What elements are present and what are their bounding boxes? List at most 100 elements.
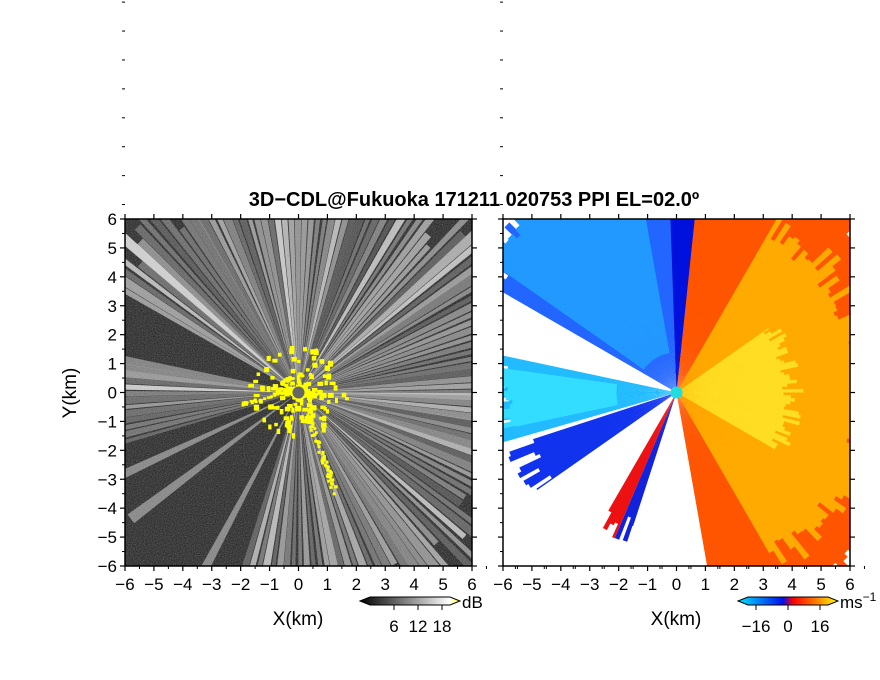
reflectivity-ray (298, 392, 472, 566)
reflectivity-high-cell (321, 457, 325, 461)
x-tick-label: 0 (672, 575, 681, 594)
velocity-negative-sector (504, 239, 648, 367)
y-tick-label: −6 (98, 557, 117, 576)
x-tick-label: −5 (144, 575, 163, 594)
reflectivity-high-cell (310, 413, 316, 419)
reflectivity-ray (298, 392, 428, 566)
reflectivity-ray (298, 392, 472, 428)
velocity-positive-sector (676, 392, 824, 522)
reflectivity-high-cell (309, 425, 313, 429)
y-tick-label: 5 (108, 239, 117, 258)
reflectivity-ray (298, 349, 472, 393)
velocity-negative-sector (517, 392, 677, 479)
velocity-positive-sector (676, 392, 810, 560)
velocity-positive-sector (676, 392, 822, 542)
reflectivity-ray (298, 376, 472, 393)
velocity-x-ticks: −6 −5 −4 −3 −2 −1 0 1 2 3 4 5 6 (493, 214, 865, 594)
reflectivity-ray (298, 319, 472, 393)
velocity-y-ticks (498, 1, 855, 567)
reflectivity-ray (298, 392, 472, 473)
reflectivity-ray (298, 392, 310, 566)
reflectivity-high-cell (305, 391, 311, 396)
reflectivity-high-cell (290, 345, 295, 350)
reflectivity-ray (257, 392, 299, 566)
x-tick-label: 6 (845, 575, 854, 594)
reflectivity-ray (201, 392, 299, 566)
reflectivity-ray (298, 392, 352, 566)
reflectivity-high-cell (327, 479, 331, 483)
reflectivity-ray (134, 224, 299, 393)
reflectivity-ray (125, 276, 299, 393)
reflectivity-x-ticks: −6 −5 −4 −3 −2 −1 0 1 2 3 4 5 6 (115, 214, 806, 594)
x-tick-label: 1 (701, 575, 710, 594)
reflectivity-ray (298, 392, 382, 566)
velocity-positive-sector (676, 392, 795, 402)
reflectivity-colorbar: 6 12 18 dB (358, 593, 483, 636)
reflectivity-ray (298, 392, 441, 566)
velocity-negative-sector (503, 277, 677, 393)
velocity-positive-sector (676, 392, 786, 431)
velocity-negative-sector (519, 392, 677, 473)
reflectivity-high-cell (304, 391, 309, 396)
velocity-negative-sector (622, 392, 677, 542)
velocity-negative-sector (627, 392, 677, 518)
reflectivity-ray (298, 302, 472, 393)
y-tick-label: 3 (108, 297, 117, 316)
reflectivity-high-cell (330, 478, 334, 482)
reflectivity-high-cell (304, 416, 308, 422)
velocity-positive-sector (676, 219, 751, 393)
velocity-positive-sector (676, 392, 850, 493)
reflectivity-high-cell (308, 408, 313, 414)
reflectivity-colorbar-unit: dB (462, 593, 483, 612)
reflectivity-high-cell (307, 399, 312, 403)
velocity-positive-sector (676, 241, 784, 393)
reflectivity-high-cell (291, 407, 295, 413)
reflectivity-high-cell (314, 431, 318, 435)
reflectivity-high-cell (260, 385, 265, 392)
velocity-negative-sector (631, 392, 677, 527)
velocity-negative-sector (528, 392, 677, 488)
reflectivity-high-cell (328, 475, 332, 479)
reflectivity-ray (271, 392, 299, 566)
x-tick-label: 3 (759, 575, 768, 594)
velocity-positive-sector (676, 392, 824, 528)
velocity-negative-sector (536, 392, 677, 490)
reflectivity-high-cell (266, 355, 271, 361)
reflectivity-ray (298, 392, 467, 500)
velocity-negative-sector (675, 219, 682, 393)
reflectivity-high-cell (326, 472, 330, 476)
y-tick-label: 6 (108, 210, 117, 229)
reflectivity-ray (189, 219, 299, 393)
reflectivity-ray (125, 287, 299, 393)
chart-title: 3D−CDL@Fukuoka 171211 020753 PPI EL=02.0… (249, 189, 699, 211)
velocity-positive-sector (676, 328, 783, 393)
reflectivity-high-cell (325, 460, 329, 464)
reflectivity-ray (298, 265, 472, 393)
reflectivity-high-cell (311, 394, 317, 399)
x-tick-label: −3 (202, 575, 221, 594)
reflectivity-high-cell (316, 441, 320, 445)
velocity-negative-sector (503, 264, 645, 370)
x-tick-label: 4 (409, 575, 418, 594)
velocity-positive-sector (676, 333, 787, 393)
reflectivity-high-cell (304, 385, 308, 392)
panel-velocity: −6 −5 −4 −3 −2 −1 0 1 2 3 4 5 6 X(km) −16 0 16 ms−1 (493, 1, 877, 636)
reflectivity-x-axis-title: X(km) (273, 609, 324, 630)
reflectivity-high-cell (278, 387, 284, 391)
velocity-positive-sector (676, 392, 818, 530)
reflectivity-high-cell (325, 409, 330, 414)
reflectivity-high-cell (345, 397, 349, 401)
velocity-negative-sector (503, 256, 645, 369)
reflectivity-ray (137, 238, 299, 393)
reflectivity-ray (298, 244, 431, 393)
reflectivity-high-cell (287, 404, 293, 408)
reflectivity-high-cell (245, 401, 249, 404)
reflectivity-high-cell (317, 450, 321, 454)
reflectivity-high-cell (276, 393, 280, 396)
reflectivity-high-cell (250, 401, 254, 405)
reflectivity-high-cell (322, 455, 326, 459)
velocity-positive-sector (676, 392, 802, 535)
velocity-positive-sector (676, 392, 795, 534)
reflectivity-high-cell (270, 375, 275, 380)
reflectivity-ray (298, 392, 467, 540)
